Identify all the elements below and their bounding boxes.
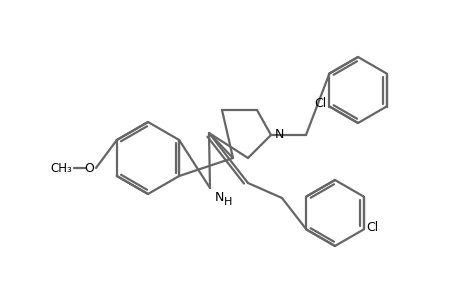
Text: N: N (274, 128, 284, 140)
Text: Cl: Cl (366, 221, 378, 234)
Text: H: H (224, 197, 232, 207)
Text: Cl: Cl (313, 97, 326, 110)
Text: CH₃: CH₃ (50, 161, 72, 175)
Text: N: N (214, 191, 224, 204)
Text: O: O (84, 161, 94, 175)
